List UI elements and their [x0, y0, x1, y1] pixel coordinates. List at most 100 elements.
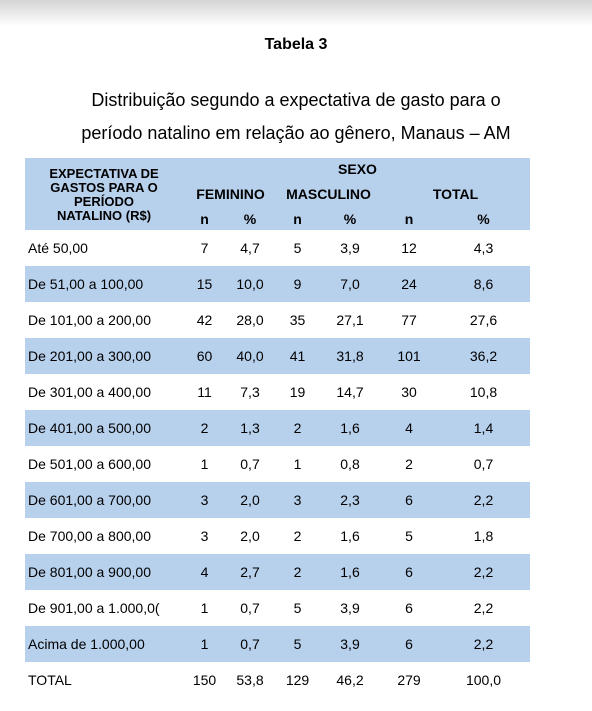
header-masculino-n: n [276, 208, 319, 230]
table-row: De 501,00 a 600,00 1 0,7 1 0,8 2 0,7 [25, 446, 530, 482]
cell-feminino-pct: 2,0 [240, 528, 260, 544]
cell-masculino-pct: 3,9 [340, 240, 360, 256]
cell-masculino-pct: 31,8 [319, 338, 381, 374]
cell-total-n: 77 [401, 312, 417, 328]
cell-feminino-pct: 0,7 [224, 626, 276, 662]
row-label: De 801,00 a 900,00 [25, 554, 185, 590]
cell-masculino-pct: 3,9 [340, 600, 360, 616]
cell-masculino-n: 5 [276, 626, 319, 662]
cell-feminino-pct: 1,3 [224, 410, 276, 446]
table-row: De 101,00 a 200,00 42 28,0 35 27,1 77 27… [25, 302, 530, 338]
cell-total-n: 2 [405, 456, 413, 472]
cell-total-n: 12 [401, 240, 417, 256]
table-row: De 700,00 a 800,00 3 2,0 2 1,6 5 1,8 [25, 518, 530, 554]
cell-total-n: 101 [381, 338, 437, 374]
row-label: Até 50,00 [28, 240, 88, 256]
header-total: TOTAL [381, 180, 530, 208]
cell-feminino-pct: 53,8 [236, 672, 264, 688]
cell-total-n: 30 [401, 384, 417, 400]
cell-total-pct: 100,0 [465, 672, 502, 688]
header-sexo: SEXO [185, 158, 530, 180]
table-row: De 51,00 a 100,00 15 10,0 9 7,0 24 8,6 [25, 266, 530, 302]
caption-line-1: Distribuição segundo a expectativa de ga… [91, 90, 501, 110]
header-expectativa-line: NATALINO (R$) [56, 208, 152, 223]
row-label: De 601,00 a 700,00 [25, 482, 185, 518]
row-label: De 201,00 a 300,00 [25, 338, 185, 374]
cell-feminino-pct: 40,0 [224, 338, 276, 374]
cell-feminino-n: 60 [185, 338, 224, 374]
header-total-pct: % [437, 208, 530, 230]
cell-total-n: 24 [381, 266, 437, 302]
cell-feminino-n: 150 [192, 672, 217, 688]
cell-total-pct: 1,8 [473, 528, 494, 544]
row-label: De 700,00 a 800,00 [28, 528, 151, 544]
cell-masculino-n: 19 [289, 384, 306, 400]
header-feminino-pct: % [224, 208, 276, 230]
cell-feminino-pct: 10,0 [224, 266, 276, 302]
table-body: Até 50,00 7 4,7 5 3,9 12 4,3 De 51,00 a … [25, 230, 530, 698]
header-expectativa: EXPECTATIVA DE GASTOS PARA O PERÍODO NAT… [25, 158, 185, 230]
cell-total-n: 5 [405, 528, 413, 544]
table-row: De 301,00 a 400,00 11 7,3 19 14,7 30 10,… [25, 374, 530, 410]
table-row: Até 50,00 7 4,7 5 3,9 12 4,3 [25, 230, 530, 266]
row-label: De 101,00 a 200,00 [28, 312, 151, 328]
cell-total-pct: 2,2 [473, 600, 494, 616]
table-header: EXPECTATIVA DE GASTOS PARA O PERÍODO NAT… [25, 158, 530, 230]
cell-feminino-n: 1 [200, 600, 209, 616]
cell-total-n: 4 [381, 410, 437, 446]
cell-total-pct: 1,4 [437, 410, 530, 446]
cell-feminino-n: 42 [196, 312, 213, 328]
cell-feminino-n: 1 [200, 456, 209, 472]
header-feminino-n: n [185, 208, 224, 230]
table-row-total: TOTAL 150 53,8 129 46,2 279 100,0 [25, 662, 530, 698]
cell-total-n: 6 [405, 600, 413, 616]
cell-masculino-n: 1 [293, 456, 302, 472]
header-total-n: n [381, 208, 437, 230]
cell-total-pct: 4,3 [473, 240, 494, 256]
header-expectativa-line: EXPECTATIVA DE [49, 166, 159, 181]
cell-feminino-n: 7 [200, 240, 209, 256]
cell-masculino-n: 41 [276, 338, 319, 374]
cell-feminino-n: 11 [197, 384, 212, 400]
cell-feminino-n: 3 [185, 482, 224, 518]
cell-total-pct: 2,2 [437, 626, 530, 662]
cell-masculino-pct: 1,6 [340, 528, 360, 544]
cell-feminino-pct: 28,0 [236, 312, 264, 328]
cell-total-pct: 27,6 [469, 312, 498, 328]
table-title: Tabela 3 [264, 36, 328, 53]
cell-masculino-pct: 2,3 [319, 482, 381, 518]
cell-masculino-pct: 46,2 [336, 672, 364, 688]
table-row: Acima de 1.000,00 1 0,7 5 3,9 6 2,2 [25, 626, 530, 662]
row-label: De 51,00 a 100,00 [25, 266, 185, 302]
cell-feminino-pct: 2,0 [224, 482, 276, 518]
cell-masculino-pct: 14,7 [336, 384, 364, 400]
cell-feminino-pct: 0,7 [240, 456, 260, 472]
cell-feminino-n: 1 [185, 626, 224, 662]
cell-feminino-n: 3 [200, 528, 209, 544]
cell-feminino-pct: 2,7 [224, 554, 276, 590]
top-shade [0, 0, 592, 26]
cell-total-n: 6 [381, 626, 437, 662]
cell-masculino-pct: 1,6 [319, 410, 381, 446]
cell-masculino-pct: 7,0 [319, 266, 381, 302]
cell-feminino-pct: 4,7 [240, 240, 260, 256]
cell-masculino-n: 35 [289, 312, 306, 328]
header-expectativa-line: GASTOS PARA O [50, 180, 158, 195]
header-masculino: MASCULINO [276, 180, 381, 208]
cell-total-pct: 2,2 [437, 482, 530, 518]
cell-masculino-n: 3 [276, 482, 319, 518]
row-label: Acima de 1.000,00 [25, 626, 185, 662]
table-row: De 601,00 a 700,00 3 2,0 3 2,3 6 2,2 [25, 482, 530, 518]
table-caption: Distribuição segundo a expectativa de ga… [0, 84, 592, 150]
cell-total-n: 6 [381, 482, 437, 518]
cell-masculino-pct: 3,9 [319, 626, 381, 662]
cell-masculino-n: 129 [285, 672, 310, 688]
cell-total-pct: 36,2 [437, 338, 530, 374]
cell-total-n: 6 [381, 554, 437, 590]
row-label: TOTAL [28, 672, 72, 688]
cell-masculino-n: 2 [276, 554, 319, 590]
header-expectativa-line: PERÍODO [74, 194, 134, 209]
cell-masculino-n: 9 [276, 266, 319, 302]
cell-total-pct: 10,8 [469, 384, 498, 400]
table-row: De 801,00 a 900,00 4 2,7 2 1,6 6 2,2 [25, 554, 530, 590]
